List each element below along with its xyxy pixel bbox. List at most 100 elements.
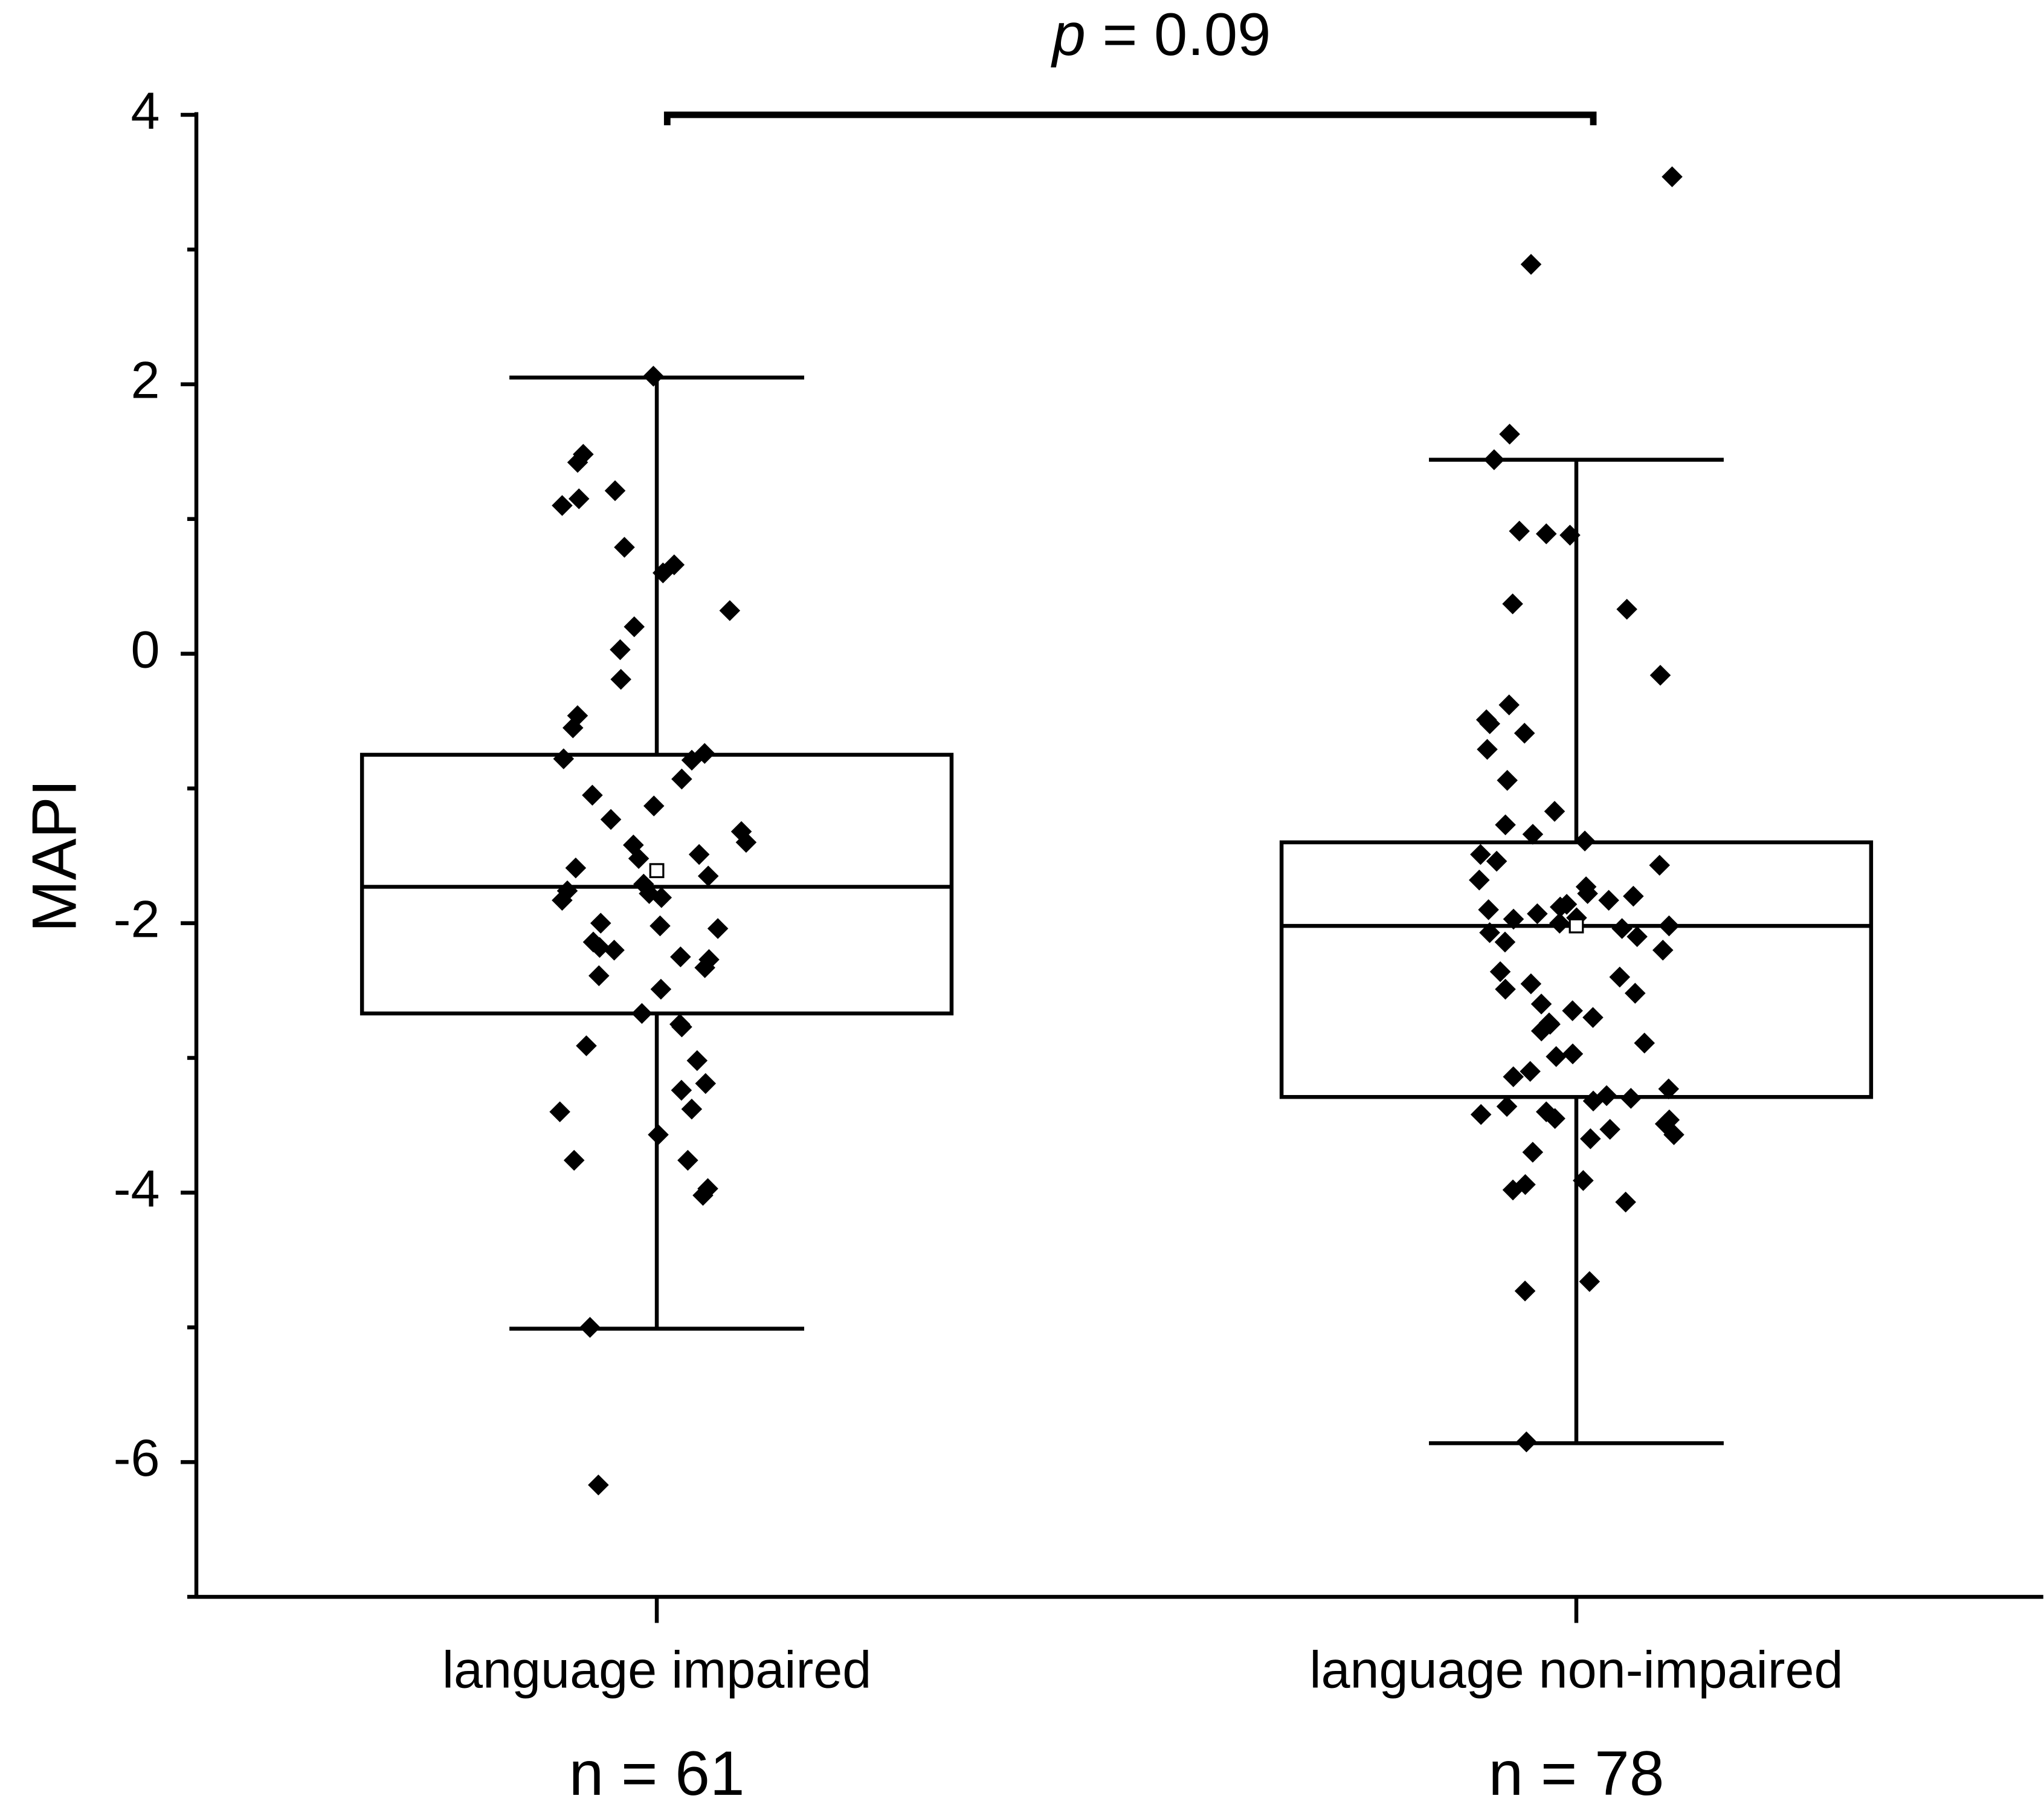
data-point <box>1469 870 1490 891</box>
x-tick-label: language non-impaired <box>1309 1641 1843 1699</box>
data-point <box>1495 814 1516 836</box>
data-point <box>1522 824 1544 845</box>
data-point <box>604 939 625 961</box>
data-point <box>686 1050 708 1071</box>
x-tick-label: language impaired <box>442 1641 871 1699</box>
data-point <box>614 537 635 558</box>
data-point <box>568 488 590 509</box>
y-tick-label: -6 <box>114 1429 160 1487</box>
data-point <box>1502 1179 1524 1201</box>
data-point <box>600 809 622 830</box>
data-point <box>1520 254 1542 275</box>
data-point <box>1623 885 1644 907</box>
data-point <box>1470 1103 1492 1125</box>
data-point <box>1662 166 1683 187</box>
data-point <box>1514 723 1535 744</box>
data-point <box>648 1124 669 1145</box>
data-point <box>563 717 584 738</box>
data-point <box>1549 913 1570 934</box>
data-point <box>631 1003 653 1024</box>
data-point <box>643 795 665 816</box>
data-point <box>565 857 587 879</box>
data-point <box>1496 1096 1518 1117</box>
data-point <box>552 495 573 516</box>
data-point <box>1520 1061 1541 1082</box>
data-point <box>1522 1142 1544 1163</box>
data-point <box>1579 1271 1601 1292</box>
data-point <box>1546 1046 1567 1067</box>
data-point <box>1495 978 1516 1000</box>
data-point <box>1582 1090 1604 1112</box>
data-point <box>1516 1431 1537 1453</box>
data-point <box>1598 890 1619 911</box>
y-tick-label: -2 <box>114 890 160 948</box>
data-point <box>1611 918 1633 939</box>
data-point <box>1535 523 1557 544</box>
data-point <box>1574 830 1596 851</box>
data-point <box>1562 1000 1583 1021</box>
data-point <box>1499 424 1520 445</box>
data-point <box>1489 961 1511 983</box>
count-label: n = 61 <box>569 1738 745 1808</box>
data-point <box>663 554 685 575</box>
annotation-symbol: p <box>1051 1 1086 68</box>
data-point <box>1625 983 1646 1004</box>
annotation: p = 0.09 <box>1051 1 1271 68</box>
data-point <box>1520 973 1542 995</box>
data-point <box>1634 1032 1655 1054</box>
data-point <box>1559 525 1581 546</box>
data-point <box>719 600 741 621</box>
data-point <box>1477 738 1498 760</box>
data-point <box>650 915 671 937</box>
data-point <box>671 768 692 790</box>
data-point <box>1609 966 1631 988</box>
data-point <box>688 844 710 865</box>
data-point <box>1620 1088 1642 1109</box>
data-point <box>1615 1191 1636 1213</box>
data-point <box>671 1079 692 1101</box>
data-point <box>1498 694 1520 716</box>
data-point <box>610 639 631 661</box>
data-point <box>1486 850 1507 872</box>
data-point <box>1658 1078 1680 1100</box>
data-point <box>670 946 691 968</box>
data-point <box>604 480 626 502</box>
data-point <box>1502 593 1523 615</box>
data-point <box>624 616 645 638</box>
data-point <box>1562 1043 1584 1065</box>
mean-marker <box>649 863 665 879</box>
data-point <box>1649 665 1671 686</box>
data-point <box>576 1035 597 1056</box>
data-point <box>1582 1007 1604 1028</box>
data-point <box>579 1317 601 1338</box>
data-point <box>653 562 674 584</box>
data-point <box>1599 1119 1620 1140</box>
y-tick-label: -4 <box>114 1160 160 1218</box>
data-point <box>639 883 660 904</box>
data-point <box>1497 770 1518 791</box>
data-point <box>677 1149 698 1171</box>
data-point <box>1530 994 1552 1015</box>
data-point <box>1649 855 1670 876</box>
data-point <box>1483 449 1505 470</box>
data-point <box>1527 903 1548 925</box>
data-point <box>1652 939 1674 961</box>
data-point <box>1514 1280 1536 1302</box>
data-point <box>707 918 729 939</box>
data-point <box>553 748 575 769</box>
data-point <box>1544 801 1565 822</box>
annotation-text: = 0.09 <box>1102 1 1271 68</box>
data-point <box>582 784 603 806</box>
data-point <box>697 865 719 887</box>
data-point <box>1479 922 1500 943</box>
box <box>359 752 954 1016</box>
data-point <box>692 1184 714 1206</box>
data-point <box>588 965 610 986</box>
data-point <box>610 668 631 690</box>
data-point <box>681 1099 703 1120</box>
data-point <box>1659 1109 1680 1131</box>
y-tick-label: 4 <box>131 82 160 140</box>
y-tick-label: 2 <box>131 352 160 410</box>
data-point <box>588 1475 609 1496</box>
